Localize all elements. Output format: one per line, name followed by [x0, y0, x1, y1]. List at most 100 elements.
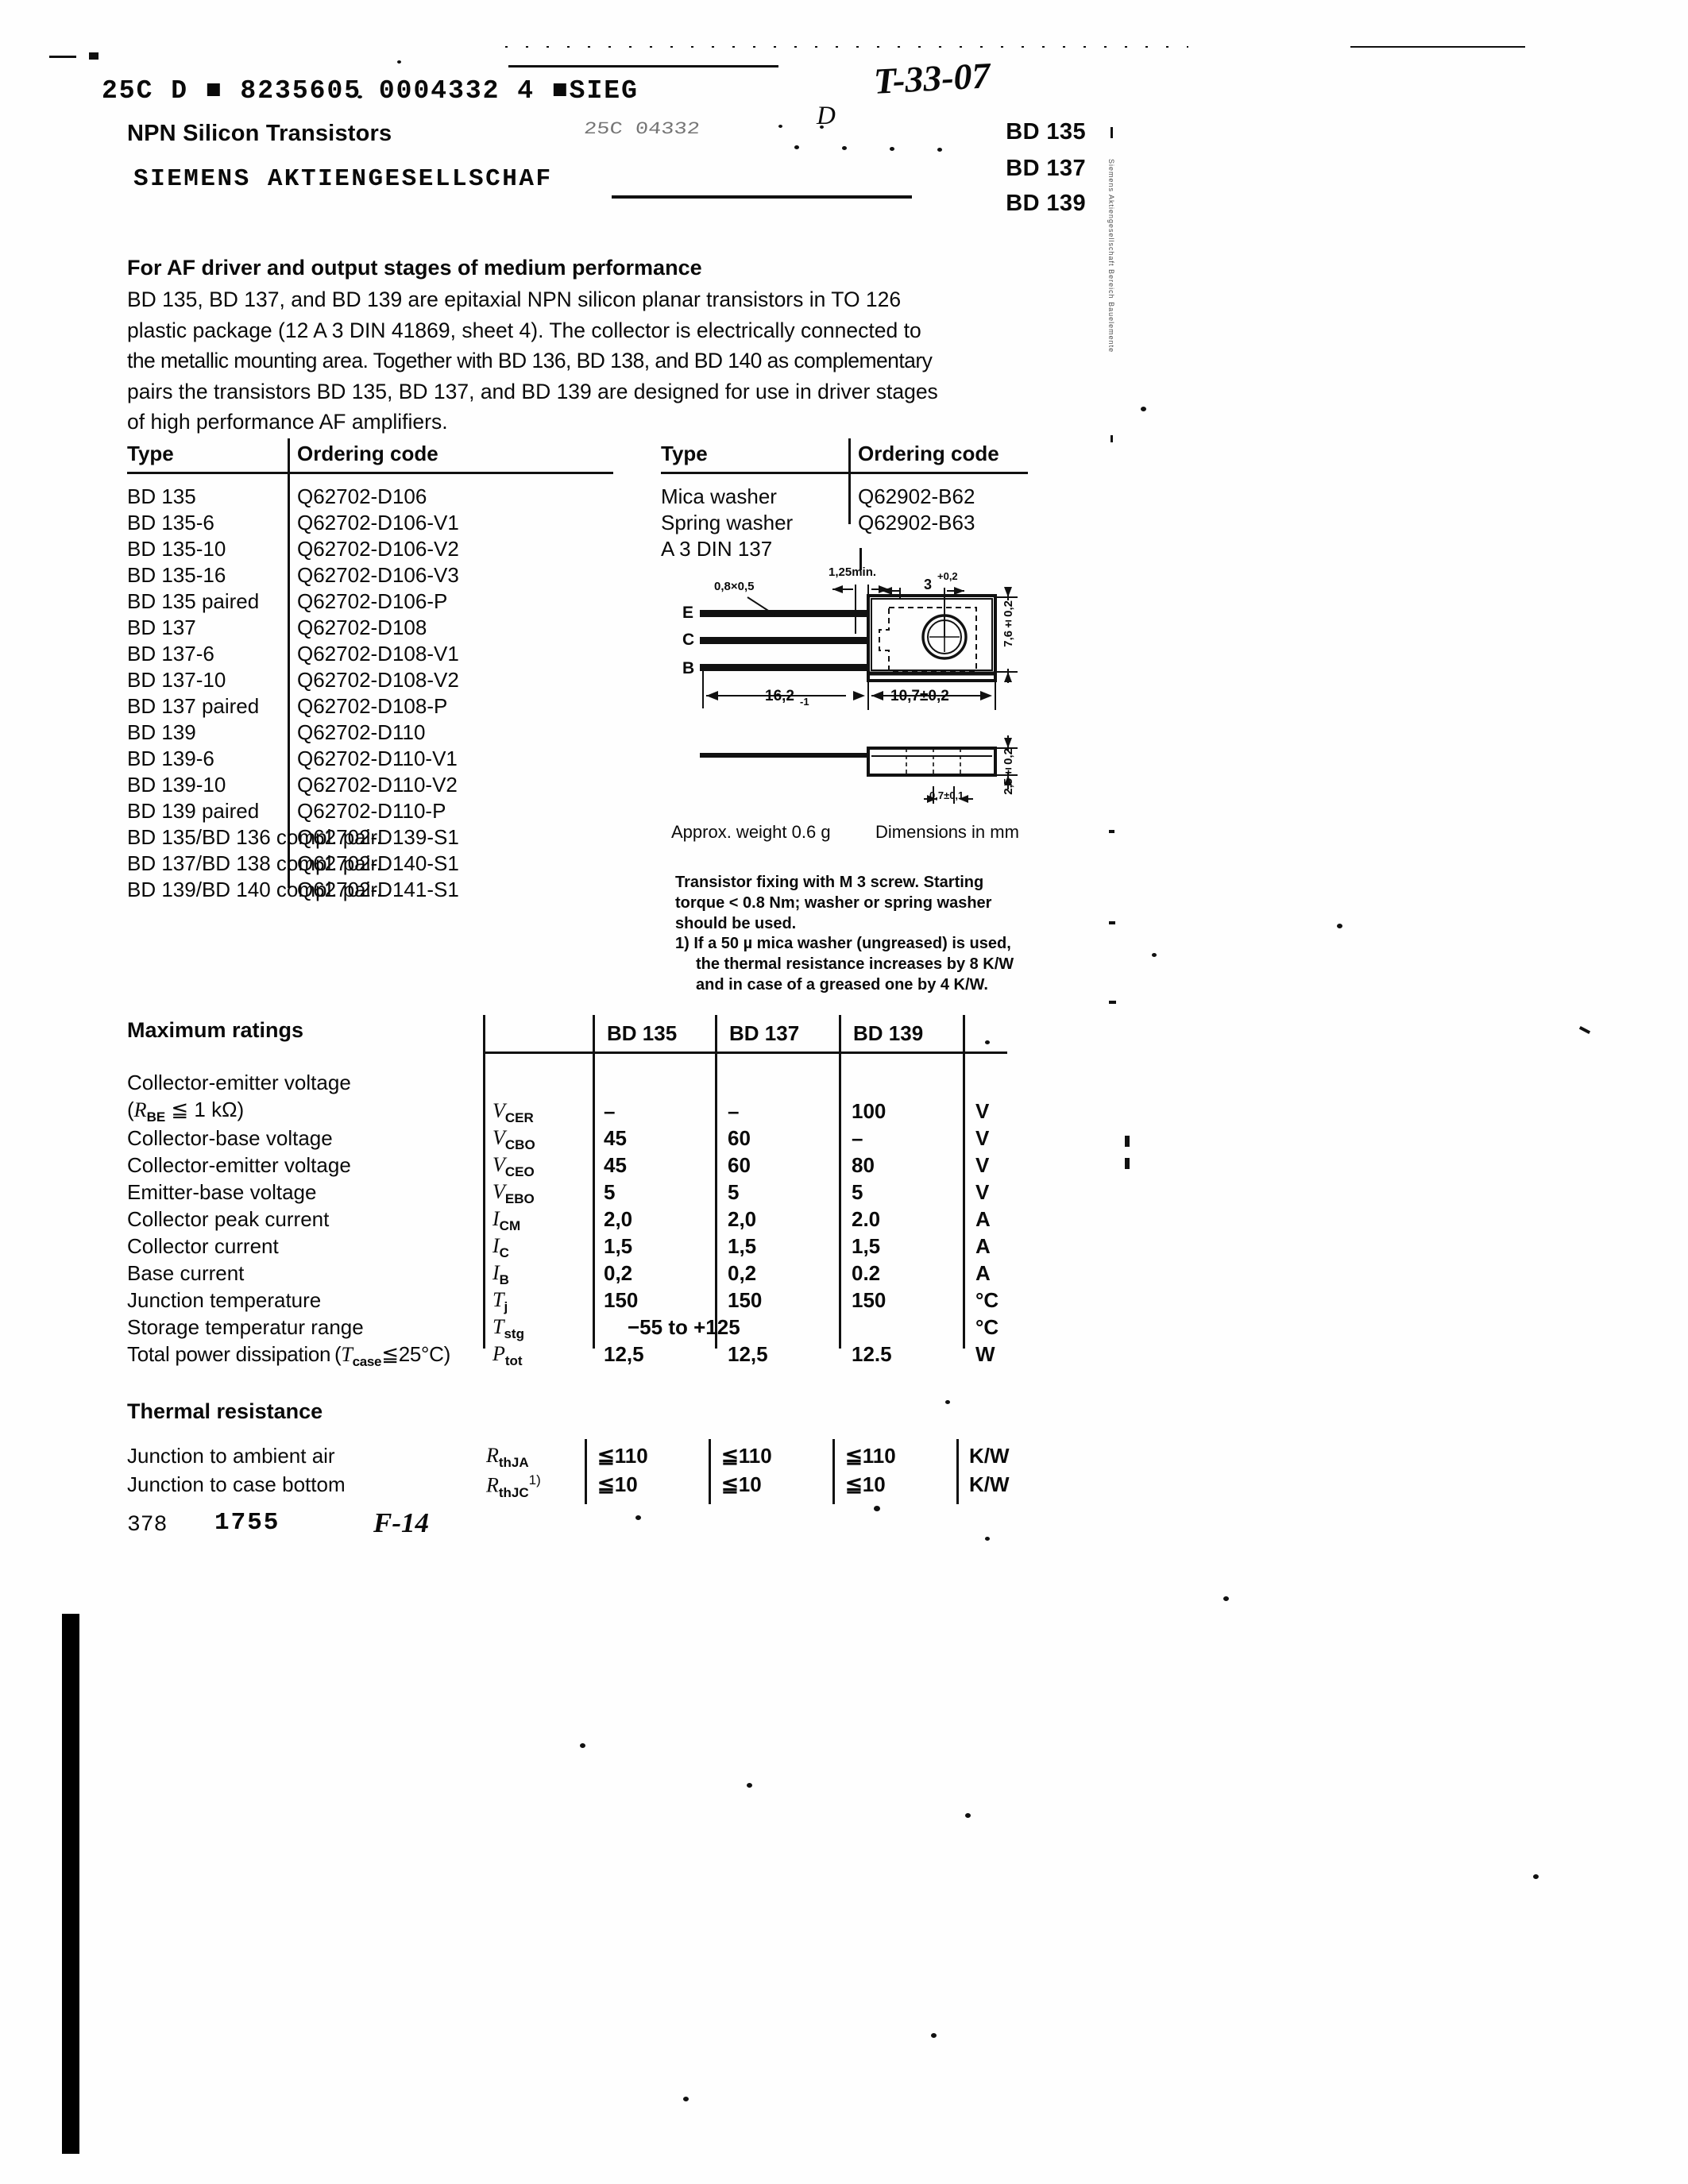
rating-unit: V: [975, 1126, 990, 1150]
rating-value: 0,2: [604, 1261, 633, 1285]
symbol-sub: B: [499, 1272, 509, 1288]
scan-speck: [580, 1743, 585, 1748]
rating-value: 5: [728, 1180, 740, 1204]
rating-unit: °C: [975, 1315, 999, 1339]
section-title-max-ratings: Maximum ratings: [127, 1018, 304, 1042]
rating-symbol: IC: [492, 1234, 509, 1261]
thermal-value: ≦10: [845, 1472, 886, 1496]
symbol-base: T: [492, 1315, 504, 1338]
table-row: A 3 DIN 137: [661, 537, 773, 561]
rating-value: 60: [728, 1153, 751, 1177]
margin-tick-7: [1125, 1158, 1130, 1169]
footnote-line: and in case of a greased one by 4 K/W.: [696, 976, 988, 994]
thermal-value: ≦110: [721, 1444, 772, 1468]
symbol-base: P: [492, 1342, 505, 1365]
table-row: BD 137: [127, 615, 196, 639]
rating-value: 1,5: [728, 1234, 757, 1258]
rating-value: 45: [604, 1126, 627, 1150]
table-row: Mica washer: [661, 484, 777, 508]
rating-symbol: VCER: [492, 1099, 534, 1126]
rating-value: 1,5: [604, 1234, 633, 1258]
scan-speck: [820, 125, 824, 129]
scan-speck: [1152, 953, 1157, 957]
table-row: Q62702-D106-V2: [297, 537, 459, 561]
symbol-sub: C: [499, 1245, 509, 1261]
note-transistor-fixing: Transistor fixing with M 3 screw. Starti…: [675, 872, 1034, 934]
accessory-table-column-divider: [848, 438, 851, 524]
rating-label: Collector peak current: [127, 1207, 330, 1231]
margin-tick-3: [1109, 830, 1114, 833]
footer-page-number: 378: [127, 1513, 168, 1538]
symbol-sub: CER: [504, 1110, 534, 1126]
table-row: Q62702-D106-V1: [297, 511, 459, 534]
table-row: Q62702-D108-V1: [297, 642, 459, 666]
symbol-base: V: [492, 1180, 505, 1203]
symbol-sub: thJA: [498, 1455, 529, 1471]
thermal-rule-unit: [956, 1439, 959, 1504]
scan-speck: [842, 146, 847, 150]
footnote-1: 1) If a 50 µ mica washer (ungreased) is …: [675, 933, 1041, 995]
symbol-base: I: [492, 1261, 500, 1284]
rating-unit: V: [975, 1153, 990, 1177]
ordering-table-header-type: Type: [127, 442, 174, 465]
symbol-base: V: [492, 1126, 505, 1149]
symbol-sub: stg: [504, 1326, 524, 1342]
table-row: BD 137 paired: [127, 694, 260, 718]
part-number-bd137: BD 137: [1006, 156, 1086, 181]
accessory-table-header-type: Type: [661, 442, 708, 465]
rating-symbol: Ptot: [492, 1342, 523, 1369]
stamp-prefix: 25C D ■ 8235605 0004332 4 ■SIEG: [102, 76, 639, 106]
rating-unit: A: [975, 1234, 991, 1258]
rating-label: Emitter-base voltage: [127, 1180, 317, 1204]
rating-symbol: VCBO: [492, 1126, 535, 1153]
rating-label: Collector-emitter voltage: [127, 1153, 351, 1177]
lead-label-e: E: [682, 604, 694, 622]
table-row: BD 135 paired: [127, 589, 260, 613]
rating-value: 150: [604, 1288, 639, 1312]
rating-label: Collector current: [127, 1234, 279, 1258]
table-row: Q62702-D108-P: [297, 694, 448, 718]
rating-value: 2,0: [728, 1207, 757, 1231]
intro-line: the metallic mounting area. Together wit…: [127, 349, 933, 372]
note-approx-weight: Approx. weight 0.6 g: [671, 822, 831, 842]
symbol-base: I: [492, 1207, 500, 1230]
scan-speck: [1223, 1596, 1229, 1601]
rating-value: 5: [852, 1180, 863, 1204]
symbol-base: R: [486, 1473, 499, 1497]
symbol-base: I: [492, 1234, 500, 1257]
rating-value: 12,5: [604, 1342, 644, 1366]
table-row: BD 135-6: [127, 511, 214, 534]
intro-line: pairs the transistors BD 135, BD 137, an…: [127, 379, 938, 403]
rating-symbol: VCEO: [492, 1153, 535, 1180]
thermal-unit: K/W: [969, 1472, 1010, 1496]
microfilm-stamp-ghost: 25C 04332: [582, 120, 701, 139]
table-row: BD 135/BD 136 compl. pair.: [127, 825, 382, 849]
rating-unit: W: [975, 1342, 995, 1366]
footnote-line: 1) If a 50 µ mica washer (ungreased) is …: [675, 935, 1011, 952]
scan-speck: [985, 1537, 990, 1541]
symbol-base: V: [492, 1153, 505, 1176]
note-dimensions-unit: Dimensions in mm: [875, 822, 1019, 842]
dim-lead-section: 0,8×0,5: [714, 580, 755, 593]
rating-value: 12,5: [728, 1342, 768, 1366]
thermal-rule-c2: [832, 1439, 835, 1504]
rating-symbol: IB: [492, 1261, 509, 1288]
dim-lead-length: 16,2: [765, 688, 794, 704]
table-row: Q62702-D106-P: [297, 589, 448, 613]
company-name: SIEMENS AKTIENGESELLSCHAF: [133, 165, 553, 193]
rating-unit: V: [975, 1099, 990, 1123]
symbol-base: V: [492, 1099, 505, 1122]
margin-tick-4: [1109, 921, 1115, 924]
table-row: Q62902-B63: [858, 511, 975, 534]
thermal-value: ≦10: [597, 1472, 638, 1496]
rating-value: 150: [852, 1288, 886, 1312]
package-outline-drawing: 0,8×0,5 1,25min. 3 +0,2 7,6±0,2 16,2 -1 …: [671, 548, 1021, 810]
scan-speck: [1141, 407, 1146, 411]
symbol-sub: j: [504, 1299, 508, 1315]
thermal-value: ≦110: [597, 1444, 648, 1468]
table-row: Q62902-B62: [858, 484, 975, 508]
intro-line: of high performance AF amplifiers.: [127, 410, 448, 434]
table-row: BD 137/BD 138 compl. pair.: [127, 851, 382, 875]
dim-hole-pos: 3: [924, 577, 933, 592]
